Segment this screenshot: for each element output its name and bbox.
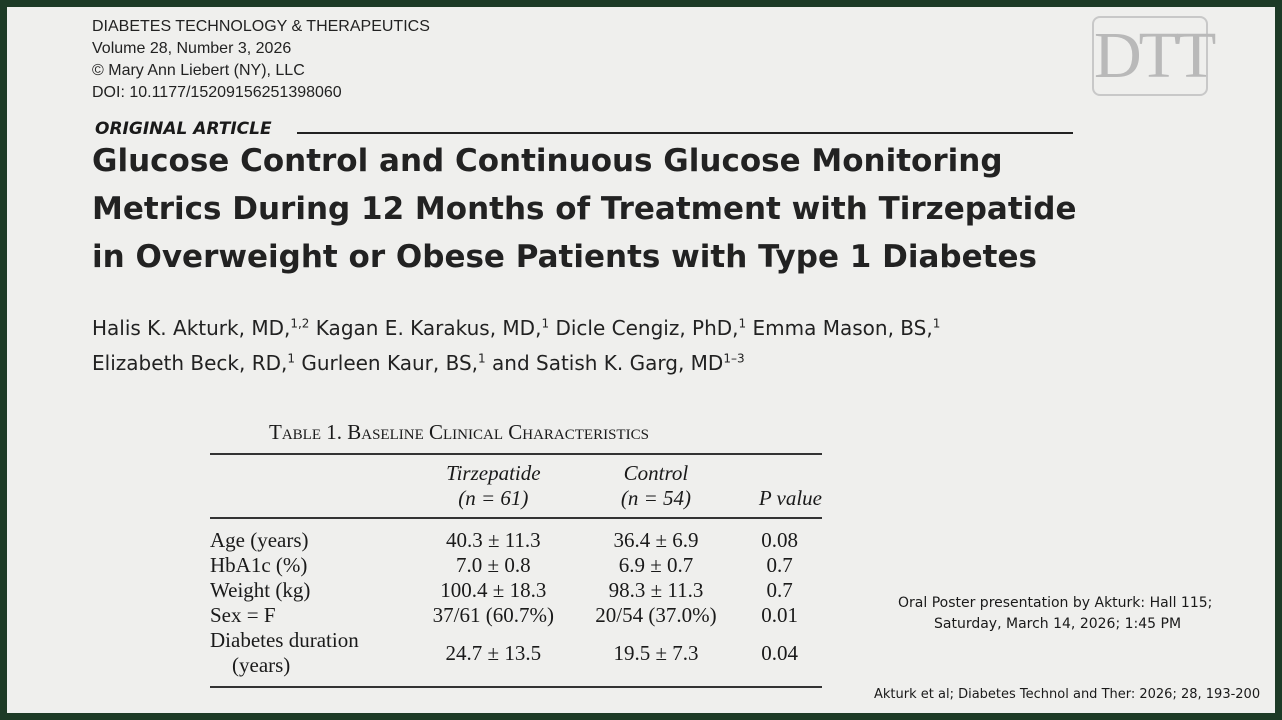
author-name: Emma Mason, BS, bbox=[752, 316, 933, 340]
table-row: Sex = F 37/61 (60.7%) 20/54 (37.0%) 0.01 bbox=[210, 603, 822, 628]
cell: 0.08 bbox=[761, 528, 799, 552]
header-cell: Tirzepatide (n = 61) bbox=[412, 453, 575, 519]
header-cell: P value bbox=[737, 453, 822, 519]
table-caption: Table 1. Baseline Clinical Characteristi… bbox=[269, 420, 649, 444]
header-rule bbox=[297, 132, 1073, 134]
affiliation: 1 bbox=[287, 351, 295, 366]
affiliation: 1 bbox=[478, 351, 486, 366]
affiliation: 1 bbox=[541, 316, 550, 331]
row-label: Sex = F bbox=[210, 603, 276, 627]
title-line: Glucose Control and Continuous Glucose M… bbox=[92, 143, 1003, 179]
presentation-note: Oral Poster presentation by Akturk: Hall… bbox=[898, 595, 1213, 611]
cell: 0.7 bbox=[766, 553, 793, 577]
journal-name: DIABETES TECHNOLOGY & THERAPEUTICS bbox=[92, 18, 430, 35]
row-label: HbA1c (%) bbox=[210, 553, 308, 577]
table-row: Weight (kg) 100.4 ± 18.3 98.3 ± 11.3 0.7 bbox=[210, 578, 822, 603]
author-name: Dicle Cengiz, PhD, bbox=[555, 316, 739, 340]
affiliation: 1,2 bbox=[290, 316, 310, 331]
table-row: Diabetes duration (years) 24.7 ± 13.5 19.5… bbox=[210, 628, 822, 688]
column-name: P value bbox=[758, 486, 822, 510]
cell: 98.3 ± 11.3 bbox=[608, 578, 704, 602]
author-name: Kagan E. Karakus, MD, bbox=[315, 316, 542, 340]
cell: 40.3 ± 11.3 bbox=[445, 528, 541, 552]
presentation-note: Saturday, March 14, 2026; 1:45 PM bbox=[934, 616, 1182, 632]
journal-volume: Volume 28, Number 3, 2026 bbox=[92, 40, 292, 57]
cell: 24.7 ± 13.5 bbox=[412, 628, 575, 688]
cell: 0.7 bbox=[766, 578, 793, 602]
journal-copyright: © Mary Ann Liebert (NY), LLC bbox=[92, 62, 305, 79]
cell: 6.9 ± 0.7 bbox=[618, 553, 694, 577]
cell: 100.4 ± 18.3 bbox=[440, 578, 547, 602]
affiliation: 1 bbox=[932, 316, 941, 331]
cell: 7.0 ± 0.8 bbox=[456, 553, 531, 577]
header-cell: Control (n = 54) bbox=[574, 453, 738, 519]
row-label: Weight (kg) bbox=[210, 578, 311, 602]
cell: 36.4 ± 6.9 bbox=[613, 528, 699, 552]
table-header: Tirzepatide (n = 61) Control (n = 54) P valu… bbox=[210, 453, 822, 519]
affiliation: 1 bbox=[738, 316, 747, 331]
cell: 37/61 (60.7%) bbox=[432, 603, 554, 627]
journal-doi: DOI: 10.1177/15209156251398060 bbox=[92, 84, 342, 101]
author-line: Halis K. Akturk, MD,1,2 Kagan E. Karakus… bbox=[92, 316, 940, 340]
author-line: Elizabeth Beck, RD,1 Gurleen Kaur, BS,1 … bbox=[92, 351, 745, 375]
cell: 0.01 bbox=[761, 603, 799, 627]
table-row: HbA1c (%) 7.0 ± 0.8 6.9 ± 0.7 0.7 bbox=[210, 553, 822, 578]
article-type: ORIGINAL ARTICLE bbox=[95, 119, 272, 139]
author-name: Halis K. Akturk, MD, bbox=[92, 316, 291, 340]
column-n: (n = 54) bbox=[620, 486, 692, 510]
cell: 20/54 (37.0%) bbox=[595, 603, 717, 627]
author-name: Gurleen Kaur, BS, bbox=[301, 351, 479, 375]
affiliation: 1–3 bbox=[723, 351, 745, 366]
title-line: Metrics During 12 Months of Treatment wi… bbox=[92, 191, 1077, 227]
citation: Akturk et al; Diabetes Technol and Ther:… bbox=[874, 687, 1261, 702]
author-name: and Satish K. Garg, MD bbox=[492, 351, 724, 375]
column-name: Tirzepatide bbox=[446, 461, 541, 485]
table-row: Age (years) 40.3 ± 11.3 36.4 ± 6.9 0.08 bbox=[210, 518, 822, 553]
cell: 19.5 ± 7.3 bbox=[574, 628, 738, 688]
column-n: (n = 61) bbox=[458, 486, 529, 510]
row-label: Age (years) bbox=[210, 528, 309, 552]
cell: 0.04 bbox=[737, 628, 822, 688]
header-cell bbox=[210, 453, 412, 519]
author-name: Elizabeth Beck, RD, bbox=[92, 351, 288, 375]
journal-logo: DTT bbox=[1092, 16, 1216, 96]
table: Tirzepatide (n = 61) Control (n = 54) P valu… bbox=[210, 453, 822, 688]
row-label: Diabetes duration (years) bbox=[210, 628, 412, 688]
column-name: Control bbox=[623, 461, 689, 485]
title-line: in Overweight or Obese Patients with Typ… bbox=[92, 239, 1037, 275]
table-body: Age (years) 40.3 ± 11.3 36.4 ± 6.9 0.08 HbA1… bbox=[210, 518, 822, 688]
